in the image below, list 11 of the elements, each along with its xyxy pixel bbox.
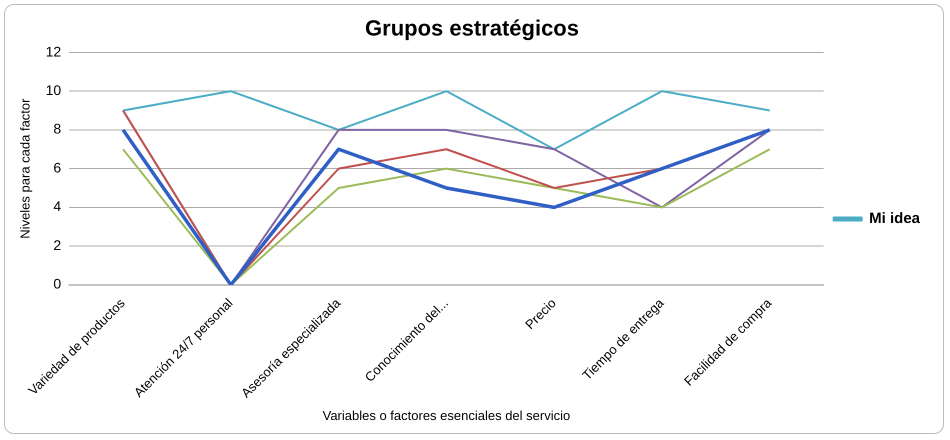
legend-label: Mi idea [869, 210, 921, 228]
y-tick-label: 12 [46, 43, 62, 60]
x-axis-title: Variables o factores esenciales del servicio [322, 408, 570, 423]
y-tick-label: 8 [53, 120, 62, 137]
y-tick-label: 4 [53, 198, 62, 214]
y-axis-title: Niveles para cada factor [17, 98, 32, 239]
y-tick-label: 2 [53, 236, 62, 253]
chart-title: Grupos estratégicos [365, 15, 579, 40]
y-tick-label: 10 [46, 82, 62, 98]
y-tick-label: 0 [53, 276, 62, 292]
y-tick-label: 6 [53, 159, 62, 176]
